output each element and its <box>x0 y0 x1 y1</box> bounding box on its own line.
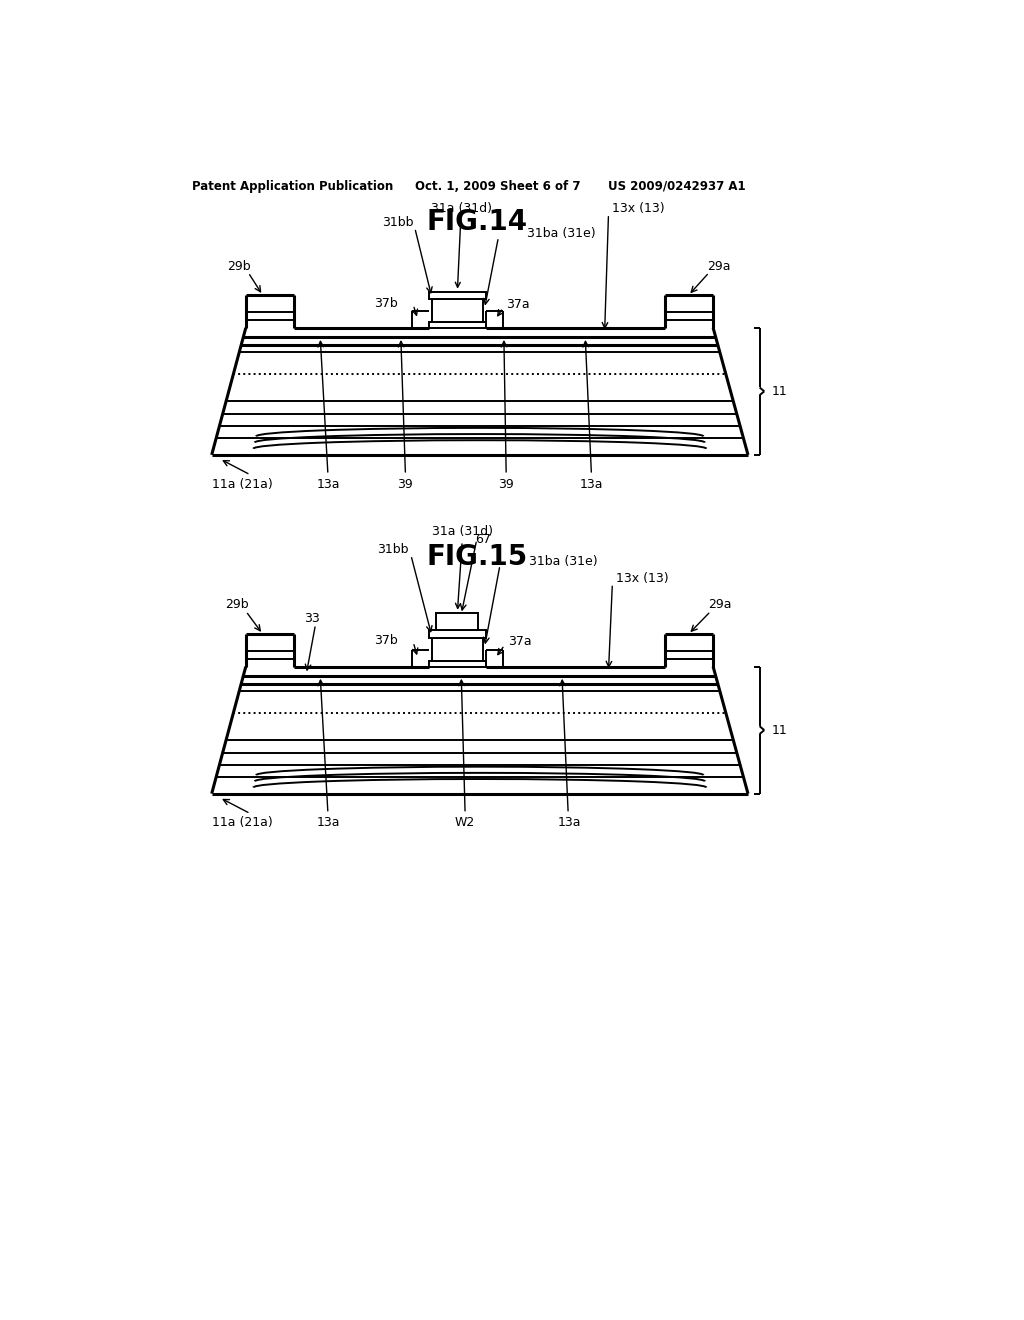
Text: 29b: 29b <box>227 260 251 273</box>
Text: 11: 11 <box>771 723 787 737</box>
Text: 31a (31d): 31a (31d) <box>432 525 494 609</box>
Text: Oct. 1, 2009: Oct. 1, 2009 <box>415 180 496 193</box>
Bar <box>429 292 486 300</box>
Bar <box>432 300 483 322</box>
Text: 13a: 13a <box>316 816 340 829</box>
Text: 31ba (31e): 31ba (31e) <box>527 227 596 240</box>
Text: FIG.15: FIG.15 <box>426 544 527 572</box>
Text: 31ba (31e): 31ba (31e) <box>529 556 598 569</box>
Text: 11: 11 <box>771 385 787 397</box>
Text: 37a: 37a <box>506 298 529 312</box>
Text: 29b: 29b <box>224 598 248 611</box>
Text: 39: 39 <box>499 478 514 491</box>
Bar <box>429 322 486 327</box>
Text: 31bb: 31bb <box>382 215 414 228</box>
Text: 37b: 37b <box>374 297 397 310</box>
Text: 31bb: 31bb <box>377 543 409 556</box>
Text: US 2009/0242937 A1: US 2009/0242937 A1 <box>608 180 746 193</box>
Bar <box>429 661 486 667</box>
Text: 29a: 29a <box>709 598 732 611</box>
Text: 37a: 37a <box>508 635 531 648</box>
Bar <box>429 631 486 638</box>
Text: 39: 39 <box>397 478 414 491</box>
Text: W2: W2 <box>455 816 475 829</box>
Text: 67: 67 <box>475 533 492 546</box>
Text: Patent Application Publication: Patent Application Publication <box>191 180 393 193</box>
Bar <box>436 612 478 631</box>
Text: 31a (31d): 31a (31d) <box>431 202 492 288</box>
Text: FIG.14: FIG.14 <box>426 209 527 236</box>
Text: 13a: 13a <box>580 478 603 491</box>
Text: 33: 33 <box>304 612 321 626</box>
Text: 37b: 37b <box>374 634 397 647</box>
Text: 13x (13): 13x (13) <box>612 202 665 215</box>
Text: 13a: 13a <box>316 478 340 491</box>
Text: Sheet 6 of 7: Sheet 6 of 7 <box>500 180 581 193</box>
Text: 29a: 29a <box>707 260 730 273</box>
Text: 11a (21a): 11a (21a) <box>212 478 273 491</box>
Bar <box>432 638 483 661</box>
Text: 13x (13): 13x (13) <box>616 572 669 585</box>
Text: 11a (21a): 11a (21a) <box>212 816 273 829</box>
Text: 13a: 13a <box>558 816 582 829</box>
